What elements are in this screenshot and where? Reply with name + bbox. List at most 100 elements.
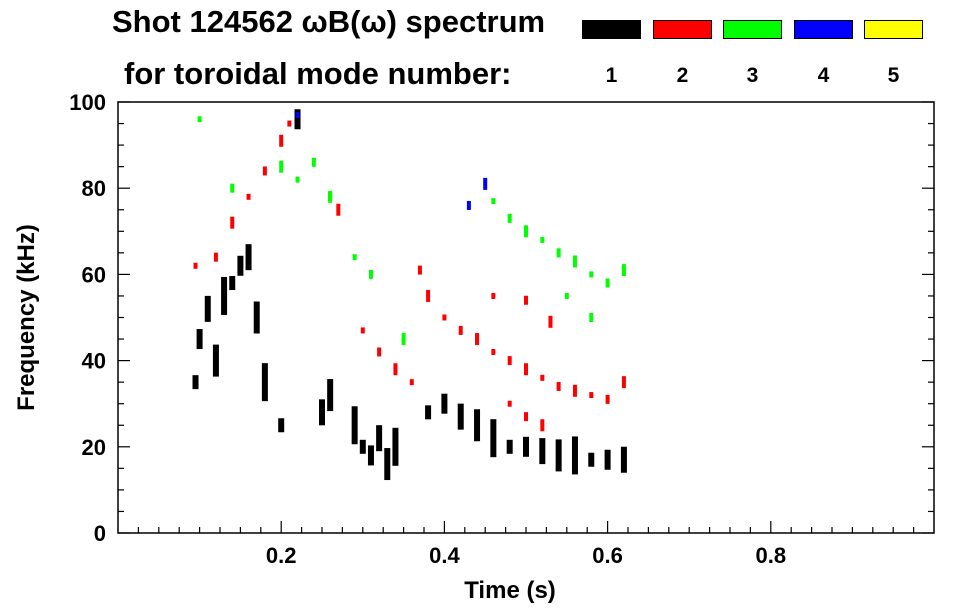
mode-3-point	[621, 264, 626, 277]
mode-3-point	[352, 254, 357, 261]
mode-2-point	[336, 203, 341, 216]
mode-3-point	[540, 236, 545, 243]
y-axis-label: Frequency (kHz)	[13, 224, 40, 411]
legend-swatch-5	[864, 20, 923, 39]
mode-2-point	[605, 394, 610, 404]
mode-3-point	[589, 313, 594, 322]
mode-3-point	[279, 160, 284, 173]
mode-1-point	[192, 375, 199, 390]
x-tick-label-0.2: 0.2	[266, 543, 297, 568]
mode-2-point	[360, 327, 365, 334]
mode-1-point	[212, 344, 219, 377]
mode-2-point	[621, 376, 626, 389]
legend-swatch-4	[794, 20, 853, 39]
mode-1-point	[457, 403, 464, 430]
mode-2-point	[475, 333, 480, 346]
mode-4-point	[295, 111, 300, 118]
mode-2-point	[409, 379, 414, 386]
axis-ticks: 0 20 40 60 80 100 0.2 0.4 0.6 0.8	[69, 90, 934, 568]
x-tick-label-0.4: 0.4	[429, 543, 460, 568]
mode-1-point	[571, 436, 578, 475]
mode-4-point	[483, 177, 488, 190]
mode-2-point	[548, 315, 553, 328]
mode-1-point	[359, 439, 366, 454]
mode-2-point	[589, 392, 594, 399]
mode-2-point	[287, 120, 292, 127]
y-tick-label-100: 100	[69, 90, 106, 115]
mode-1-point	[319, 399, 325, 426]
y-tick-label-40: 40	[82, 349, 106, 374]
mode-3-point	[295, 176, 300, 183]
chart-title-line-1: Shot 124562 ωB(ω) spectrum	[112, 4, 546, 39]
mode-2-point	[426, 289, 431, 302]
y-tick-label-20: 20	[82, 435, 106, 460]
mode-1-point	[588, 452, 595, 467]
mode-2-point	[540, 419, 545, 432]
mode-1-point	[620, 446, 627, 473]
mode-1-point	[294, 109, 301, 130]
mode-4-point	[466, 200, 471, 210]
mode-1-point	[204, 295, 211, 322]
x-axis-label: Time (s)	[464, 577, 556, 604]
mode-2-point	[491, 292, 496, 299]
y-tick-label-80: 80	[82, 176, 106, 201]
mode-2-point	[556, 381, 561, 391]
legend-swatch-1	[582, 20, 641, 39]
mode-1-point	[367, 445, 374, 466]
mode-2-point	[393, 363, 398, 376]
mode-3-point	[328, 190, 333, 203]
mode-2-point	[213, 252, 218, 262]
mode-3-point	[311, 157, 316, 167]
mode-1-point	[229, 276, 236, 291]
mode-3-point	[401, 333, 406, 346]
mode-1-point	[376, 425, 383, 452]
mode-3-point	[589, 271, 594, 278]
mode-3-point	[197, 116, 202, 123]
mode-1-point	[221, 276, 228, 315]
legend-label-3: 3	[746, 64, 759, 87]
mode-1-point	[523, 436, 529, 457]
x-tick-label-0.6: 0.6	[592, 543, 623, 568]
mode-2-point	[458, 325, 463, 335]
mode-3-point	[605, 278, 610, 288]
mode-1-point	[196, 329, 203, 350]
chart-title-line-2: for toroidal mode number:	[124, 56, 512, 91]
mode-2-point	[193, 262, 198, 269]
mode-2-point	[491, 348, 496, 355]
mode-1-point	[474, 409, 481, 442]
mode-3-point	[564, 292, 569, 299]
mode-2-point	[572, 384, 577, 397]
y-tick-label-60: 60	[82, 262, 106, 287]
y-tick-label-0: 0	[94, 521, 106, 546]
mode-2-point	[377, 347, 382, 357]
mode-1-point	[237, 255, 244, 276]
mode-3-point	[556, 248, 561, 258]
mode-1-point	[278, 418, 285, 433]
mode-1-point	[555, 439, 562, 472]
mode-3-point	[491, 198, 496, 205]
mode-1-point	[539, 438, 546, 465]
mode-1-point	[425, 405, 432, 420]
mode-2-point	[524, 412, 528, 422]
mode-1-point	[392, 427, 399, 466]
mode-2-point	[262, 166, 267, 176]
mode-2-point	[442, 314, 447, 321]
legend-swatch-3	[723, 20, 782, 39]
mode-2-point	[279, 134, 284, 147]
legend-swatch-2	[653, 20, 712, 39]
mode-2-point	[417, 265, 422, 275]
legend-label-2: 2	[676, 64, 689, 87]
mode-1-point	[261, 363, 268, 402]
plot-frame	[117, 101, 935, 534]
mode-3-point	[572, 255, 577, 268]
mode-2-point	[524, 363, 528, 376]
mode-2-point	[246, 193, 251, 200]
legend-label-1: 1	[605, 64, 618, 87]
mode-3-point	[524, 225, 528, 238]
mode-1-point	[327, 379, 334, 412]
mode-3-point	[507, 213, 512, 223]
mode-1-point	[506, 439, 513, 454]
legend-label-4: 4	[817, 64, 830, 87]
legend-label-5: 5	[887, 64, 900, 87]
mode-2-point	[540, 374, 545, 381]
